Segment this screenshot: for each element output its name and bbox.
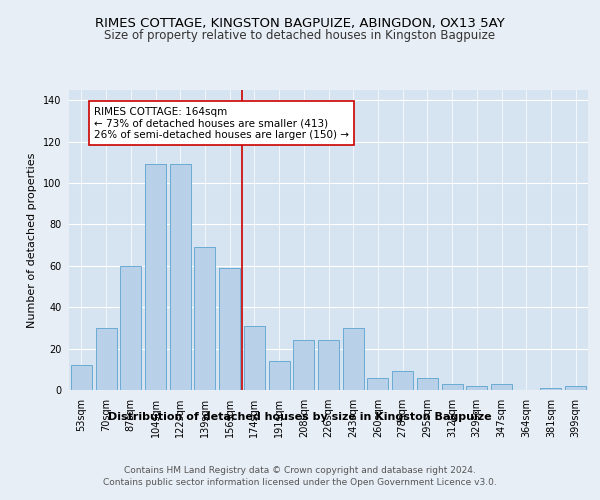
Bar — [95, 328, 116, 390]
Bar — [367, 378, 388, 390]
Bar — [194, 247, 215, 390]
Text: Contains HM Land Registry data © Crown copyright and database right 2024.: Contains HM Land Registry data © Crown c… — [124, 466, 476, 475]
Bar — [392, 372, 413, 390]
Bar — [318, 340, 339, 390]
Bar — [293, 340, 314, 390]
Text: Size of property relative to detached houses in Kingston Bagpuize: Size of property relative to detached ho… — [104, 29, 496, 42]
Bar — [71, 365, 92, 390]
Bar — [442, 384, 463, 390]
Bar — [491, 384, 512, 390]
Bar — [269, 361, 290, 390]
Bar — [541, 388, 562, 390]
Bar — [343, 328, 364, 390]
Text: RIMES COTTAGE: 164sqm
← 73% of detached houses are smaller (413)
26% of semi-det: RIMES COTTAGE: 164sqm ← 73% of detached … — [94, 106, 349, 140]
Text: Contains public sector information licensed under the Open Government Licence v3: Contains public sector information licen… — [103, 478, 497, 487]
Text: Distribution of detached houses by size in Kingston Bagpuize: Distribution of detached houses by size … — [108, 412, 492, 422]
Bar — [417, 378, 438, 390]
Bar — [565, 386, 586, 390]
Text: RIMES COTTAGE, KINGSTON BAGPUIZE, ABINGDON, OX13 5AY: RIMES COTTAGE, KINGSTON BAGPUIZE, ABINGD… — [95, 18, 505, 30]
Y-axis label: Number of detached properties: Number of detached properties — [28, 152, 37, 328]
Bar — [219, 268, 240, 390]
Bar — [466, 386, 487, 390]
Bar — [170, 164, 191, 390]
Bar — [244, 326, 265, 390]
Bar — [120, 266, 141, 390]
Bar — [145, 164, 166, 390]
